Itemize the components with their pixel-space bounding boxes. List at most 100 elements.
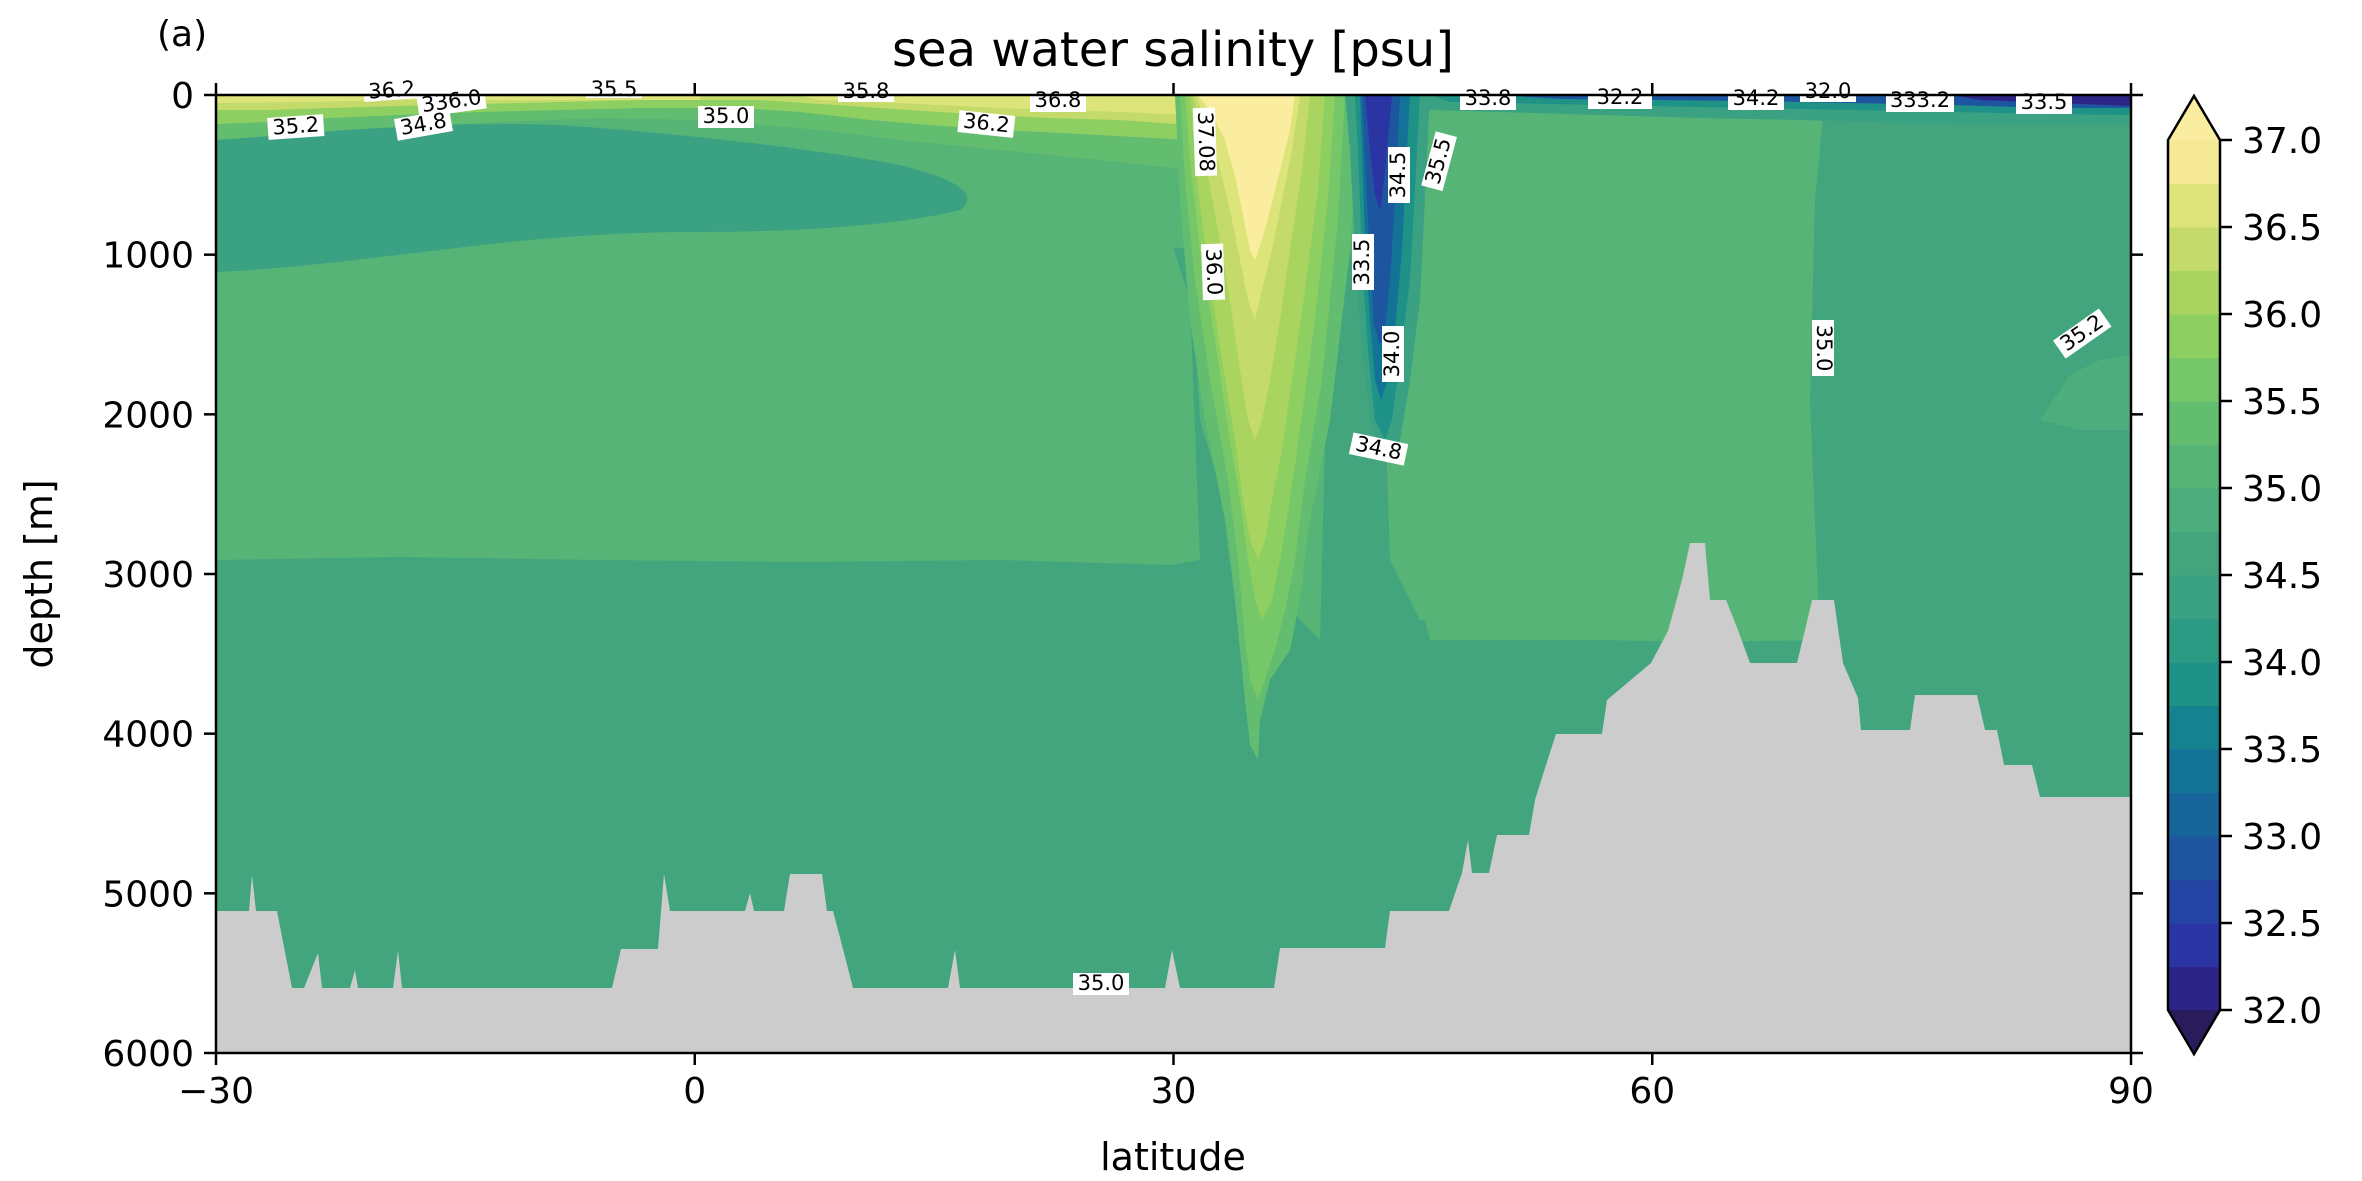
x-tick-label: 60 [1629,1071,1675,1112]
y-tick-label: 4000 [102,715,194,756]
field-surface-36-8 [800,95,1190,115]
contour-label: 34.5 [1386,147,1410,203]
svg-text:34.5: 34.5 [1386,152,1410,199]
colorbar-band [2168,836,2220,881]
svg-text:35.2: 35.2 [272,112,320,139]
contour-label: 35.5 [586,77,642,101]
colorbar-band [2168,618,2220,663]
svg-text:35.0: 35.0 [1078,971,1125,995]
y-tick-label: 0 [171,76,194,117]
y-tick-label: 6000 [102,1034,194,1075]
y-axis-label: depth [m] [17,479,61,668]
contour-label: 333.2 [1886,88,1954,112]
contour-label: 33.8 [1460,86,1516,110]
contour-label: 34.0 [1380,326,1404,382]
svg-text:33.5: 33.5 [2021,90,2068,114]
colorbar-band [2168,923,2220,968]
field-low-salinity-column-32-5 [1365,95,1392,210]
svg-text:37.08: 37.08 [1193,111,1219,172]
x-tick-label: 90 [2108,1071,2154,1112]
svg-text:36.0: 36.0 [1201,248,1227,296]
colorbar-tick-label: 36.0 [2242,295,2322,336]
contour-label: 35.0 [698,104,754,128]
chart-title: sea water salinity [psu] [892,22,1454,78]
colorbar-extend-max [2168,96,2220,140]
colorbar-tick-label: 32.0 [2242,991,2322,1032]
contour-label: 36.2 [363,76,421,104]
y-tick-label: 2000 [102,395,194,436]
colorbar-band [2168,792,2220,837]
svg-text:32.2: 32.2 [1597,85,1644,109]
colorbar-tick-label: 35.5 [2242,382,2322,423]
y-tick-label: 1000 [102,236,194,277]
x-tick-label: 0 [683,1071,706,1112]
svg-text:35.0: 35.0 [703,104,750,128]
contour-label: 36.0 [1201,243,1227,301]
contour-label: 37.08 [1192,107,1219,177]
colorbar-band [2168,227,2220,272]
x-axis-ticks: −30 0 30 60 90 [178,83,2154,1112]
svg-text:35.0: 35.0 [1812,325,1836,372]
colorbar-band [2168,531,2220,576]
svg-text:36.8: 36.8 [1035,88,1082,112]
contour-label: 32.0 [1800,79,1856,103]
colorbar-band [2168,270,2220,315]
colorbar-tick-label: 34.0 [2242,643,2322,684]
contour-label: 36.8 [1030,88,1086,112]
svg-text:33.8: 33.8 [1465,86,1512,110]
svg-text:34.0: 34.0 [1380,331,1404,378]
colorbar-band [2168,749,2220,794]
y-tick-label: 3000 [102,555,194,596]
svg-text:35.5: 35.5 [591,77,638,101]
field-intermediate-low-34-5 [216,123,968,272]
x-tick-label: −30 [178,1071,254,1112]
colorbar-band [2168,879,2220,924]
colorbar-band [2168,966,2220,1011]
y-tick-label: 5000 [102,874,194,915]
field-med-plume-37 [1198,95,1295,260]
panel-label: (a) [157,14,207,55]
colorbar-tick-label: 36.5 [2242,208,2322,249]
contour-labels: 35.2 36.2 336.0 34.8 35.5 35.0 35.8 36.2… [267,76,2112,995]
colorbar-band [2168,401,2220,446]
colorbar-tick-label: 33.5 [2242,730,2322,771]
contour-label: 36.2 [957,109,1016,138]
colorbar-band [2168,705,2220,750]
colorbar-tick-label: 35.0 [2242,469,2322,510]
colorbar: 32.0 32.5 33.0 33.5 34.0 34.5 35.0 35.5 36.0 36.5… [2166,93,2322,1057]
colorbar-tick-label: 37.0 [2242,121,2322,162]
contour-label: 35.0 [1073,971,1129,995]
contour-label: 35.0 [1812,320,1836,376]
x-tick-label: 30 [1151,1071,1197,1112]
colorbar-band [2168,444,2220,489]
svg-text:36.2: 36.2 [962,109,1011,138]
svg-text:33.5: 33.5 [1350,239,1374,286]
svg-text:35.8: 35.8 [843,79,890,103]
svg-text:333.2: 333.2 [1890,88,1950,112]
svg-text:32.0: 32.0 [1805,79,1852,103]
bathymetry-land [216,543,2131,1053]
colorbar-band [2168,575,2220,620]
y-axis-ticks: 0 1000 2000 3000 4000 5000 6000 [102,76,2143,1075]
plot-area [216,95,2131,1053]
colorbar-band [2168,314,2220,359]
colorbar-band [2168,140,2220,185]
contour-label: 34.2 [1728,86,1784,110]
colorbar-band [2168,488,2220,533]
contour-label: 35.8 [838,79,894,103]
colorbar-band [2168,662,2220,707]
colorbar-band [2168,183,2220,228]
colorbar-tick-label: 34.5 [2242,556,2322,597]
field-intermediate-35 [216,238,1200,565]
colorbar-extend-min [2168,1010,2220,1054]
svg-text:36.2: 36.2 [368,76,416,103]
contour-label: 32.2 [1588,85,1652,109]
contour-label: 33.5 [1350,234,1374,290]
field-north-basin-35 [2040,355,2131,430]
colorbar-band [2168,357,2220,402]
x-axis-label: latitude [1100,1135,1246,1179]
svg-text:34.2: 34.2 [1733,86,1780,110]
field-right-basin-35 [1410,195,1820,642]
contour-label: 33.5 [2016,90,2072,114]
colorbar-tick-label: 32.5 [2242,904,2322,945]
